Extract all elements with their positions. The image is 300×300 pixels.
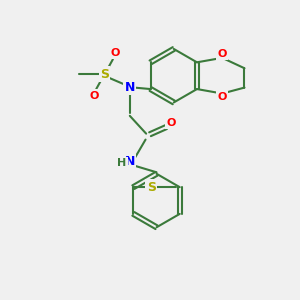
Text: S: S	[100, 68, 109, 81]
Text: S: S	[147, 181, 156, 194]
Text: O: O	[166, 118, 176, 128]
Text: O: O	[218, 49, 227, 59]
Text: O: O	[218, 92, 227, 102]
Text: O: O	[110, 48, 120, 58]
Text: H: H	[117, 158, 126, 168]
Text: N: N	[124, 81, 135, 94]
Text: O: O	[89, 91, 99, 100]
Text: N: N	[124, 155, 135, 168]
